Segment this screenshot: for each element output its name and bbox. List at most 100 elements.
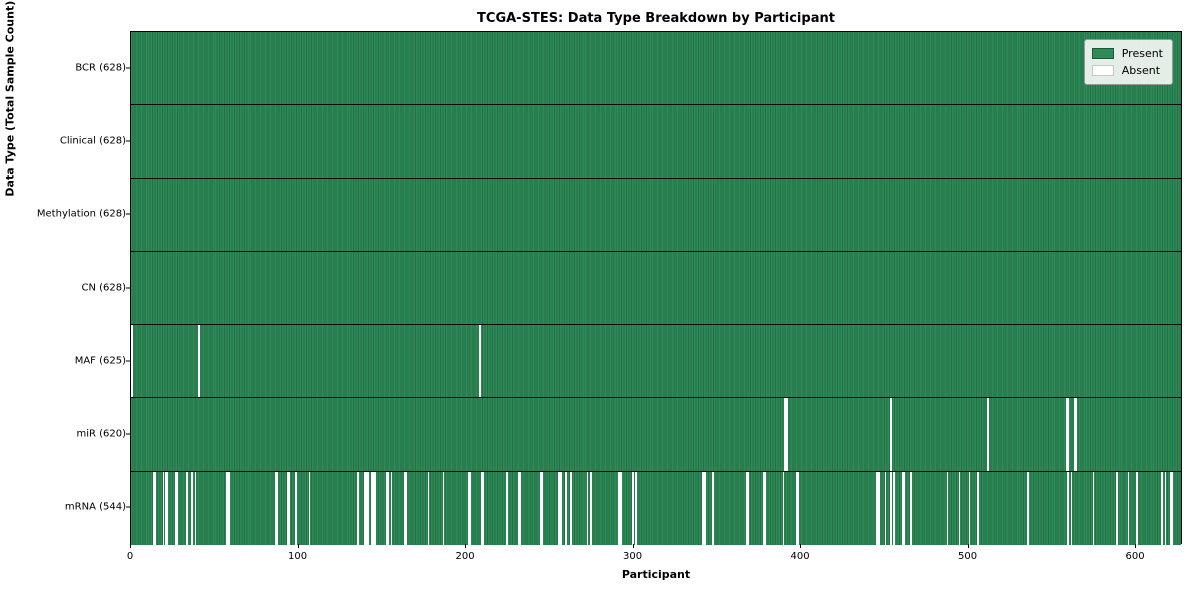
absent-stripe [784,398,786,471]
absent-stripe [747,471,750,545]
absent-stripe [889,471,892,545]
absent-stripe [1092,471,1095,545]
y-tick-mark [126,140,130,142]
absent-stripe [569,471,572,545]
absent-stripe [295,471,297,545]
absent-stripe [762,471,765,545]
absent-stripe [357,471,359,545]
absent-stripe [1067,398,1070,471]
y-tick-mark [126,433,130,435]
y-tick-mark [126,360,130,362]
absent-stripe [618,471,621,545]
absent-stripe [976,471,979,545]
x-tick-mark [465,544,467,548]
absent-stripe [878,471,880,545]
absent-stripe [427,471,430,545]
absent-stripe [620,471,622,545]
x-tick-100: 100 [287,551,308,562]
absent-stripe [703,471,706,545]
x-tick-mark [1135,544,1137,548]
absent-stripe [1169,471,1172,545]
absent-stripe [363,471,366,545]
absent-stripe [1067,471,1070,545]
absent-stripe [228,471,230,545]
absent-stripe [481,471,483,545]
heatmap-row-MAF [131,325,1181,399]
absent-stripe [903,471,905,545]
absent-stripe [405,471,408,545]
absent-stripe [589,471,592,545]
x-tick-300: 300 [623,551,643,562]
absent-stripe [390,471,393,545]
absent-stripe [876,471,879,545]
absent-stripe [884,471,887,545]
absent-stripe [152,471,155,545]
absent-stripe [519,471,522,545]
absent-stripe [506,471,508,545]
absent-stripe [1065,398,1068,471]
absent-stripe [442,471,445,545]
absent-stripe [1161,471,1163,545]
y-axis-label: Data Type (Total Sample Count) [3,0,17,197]
heatmap-row-CN [131,251,1181,326]
absent-stripe [1075,398,1078,471]
x-tick-500: 500 [958,551,978,562]
absent-stripe [586,471,589,545]
legend-entry-absent: Absent [1091,62,1163,79]
absent-stripe [901,471,904,545]
absent-stripe [785,398,788,471]
y-tick-miR: miR (620) [76,428,126,440]
absent-stripe [1074,398,1076,471]
absent-stripe [370,471,373,545]
absent-stripe [308,471,311,545]
absent-stripe [712,471,714,545]
y-tick-mRNA: mRNA (544) [64,501,126,513]
y-tick-Methylation: Methylation (628) [36,208,126,220]
absent-stripe [372,471,374,545]
absent-stripe [517,471,520,545]
absent-stripe [385,471,388,545]
absent-stripe [164,471,167,545]
y-tick-Clinical: Clinical (628) [59,135,126,147]
absent-stripe [288,471,291,545]
y-tick-mark [126,506,130,508]
x-tick-200: 200 [455,551,475,562]
absent-stripe [176,471,178,545]
chart-title: TCGA-STES: Data Type Breakdown by Partic… [477,11,835,26]
plot-area: Present Absent [130,31,1182,545]
absent-stripe [631,471,634,545]
absent-stripe [387,471,389,545]
absent-stripe [1136,471,1138,545]
absent-stripe [797,471,800,545]
legend-present-label: Present [1121,47,1163,60]
absent-stripe [946,471,949,545]
heatmap-row-miR [131,398,1181,472]
absent-stripe [131,325,133,398]
absent-stripe [889,398,892,471]
absent-stripe [174,471,177,545]
y-tick-CN: CN (628) [81,282,126,293]
x-tick-600: 600 [1125,551,1145,562]
x-tick-mark [130,544,131,548]
heatmap-row-BCR [131,32,1181,106]
absent-stripe [479,325,482,398]
absent-stripe [198,325,200,398]
absent-stripe [226,471,229,545]
x-tick-0: 0 [126,551,134,562]
absent-stripe [1115,471,1118,545]
absent-stripe [1164,471,1167,545]
absent-stripe [365,471,368,545]
y-tick-mark [126,67,130,69]
legend-entry-present: Present [1091,45,1163,62]
absent-swatch-icon [1091,65,1114,76]
absent-stripe [987,398,989,471]
y-tick-mark [126,213,130,215]
y-tick-mark [126,287,130,288]
absent-stripe [539,471,542,545]
absent-stripe [276,471,279,545]
absent-stripe [782,471,785,545]
y-tick-BCR: BCR (628) [75,62,126,74]
x-tick-mark [800,544,802,548]
absent-stripe [162,471,165,545]
